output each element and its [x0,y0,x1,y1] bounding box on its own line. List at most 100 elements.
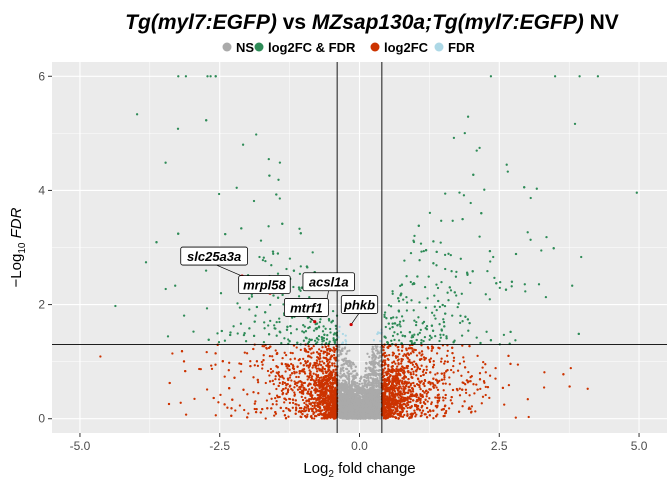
data-point [219,393,222,397]
data-point [340,393,343,397]
data-point [353,393,356,396]
data-point [344,381,347,384]
data-point [355,391,359,394]
data-point [356,384,359,388]
data-point [371,367,375,371]
chart-title-part: vs [277,11,312,34]
data-point [372,352,375,355]
data-point [312,351,315,354]
data-point [359,377,362,380]
data-point [435,386,438,389]
legend-item: log2FC [370,40,429,55]
data-point [291,401,295,405]
data-point [342,359,345,363]
data-point [364,366,368,370]
data-point [413,360,416,363]
data-point [425,389,428,392]
data-point [430,402,433,406]
data-point [345,367,348,371]
data-point [363,384,366,387]
data-point [367,388,370,391]
data-point [349,393,352,397]
data-point [488,374,492,377]
data-point [372,409,375,413]
data-point [436,372,439,375]
data-point [334,368,337,371]
data-point [422,373,425,376]
data-point [352,402,355,406]
data-point [266,369,270,373]
data-point [238,404,242,407]
data-point [396,346,399,349]
data-point [448,383,451,386]
data-point [277,378,281,381]
data-point [411,363,415,366]
data-point [261,344,264,348]
data-point [337,354,340,358]
data-point [234,409,237,412]
data-point [373,355,376,358]
data-point [343,391,346,394]
data-point [350,365,353,368]
data-point [341,347,344,350]
data-point [370,416,373,419]
legend: NS log2FC & FDR log2FC FDR [222,40,475,55]
data-point [344,397,348,400]
data-point [289,351,292,355]
data-point [488,396,491,400]
data-point [484,393,487,397]
data-point [436,388,440,392]
data-point [373,372,376,375]
data-point [339,367,343,370]
data-point [288,376,292,379]
data-point [378,374,382,378]
data-point [360,382,364,385]
data-point [367,413,370,416]
data-point [347,360,350,363]
data-point [481,366,484,369]
data-point [348,349,351,352]
data-point [494,377,497,380]
data-point [217,401,220,404]
data-point [440,357,443,360]
data-point [339,353,342,356]
data-point [291,351,294,355]
data-point [378,351,381,355]
data-point [350,372,353,375]
data-point [371,406,374,410]
data-points [99,75,638,420]
data-point [278,381,281,385]
data-point [372,412,376,415]
data-point [337,359,340,362]
data-point [355,407,358,411]
data-point [171,352,174,355]
data-point [354,388,357,391]
data-point [354,410,357,413]
data-point [464,388,468,391]
legend-item: log2FC & FDR [254,40,356,55]
data-point [543,371,546,374]
data-point [375,369,378,372]
data-point [372,364,375,368]
data-point [356,373,359,376]
data-point [367,373,371,376]
data-point [368,384,371,387]
data-point [460,374,463,377]
data-point [371,345,374,349]
data-point [306,413,309,416]
data-point [378,383,382,386]
data-point [302,381,305,385]
data-point [347,407,350,410]
data-point [308,347,311,351]
data-point [342,369,345,372]
chart-title-part: MZsap130a;Tg(myl7:EGFP) [312,11,584,34]
data-point [420,364,423,367]
data-point [351,400,354,403]
data-point [343,347,346,350]
data-point [339,416,342,420]
data-point [369,413,373,416]
data-point [366,399,369,403]
legend-key [222,42,232,52]
data-point [360,401,364,404]
data-point [341,366,345,369]
